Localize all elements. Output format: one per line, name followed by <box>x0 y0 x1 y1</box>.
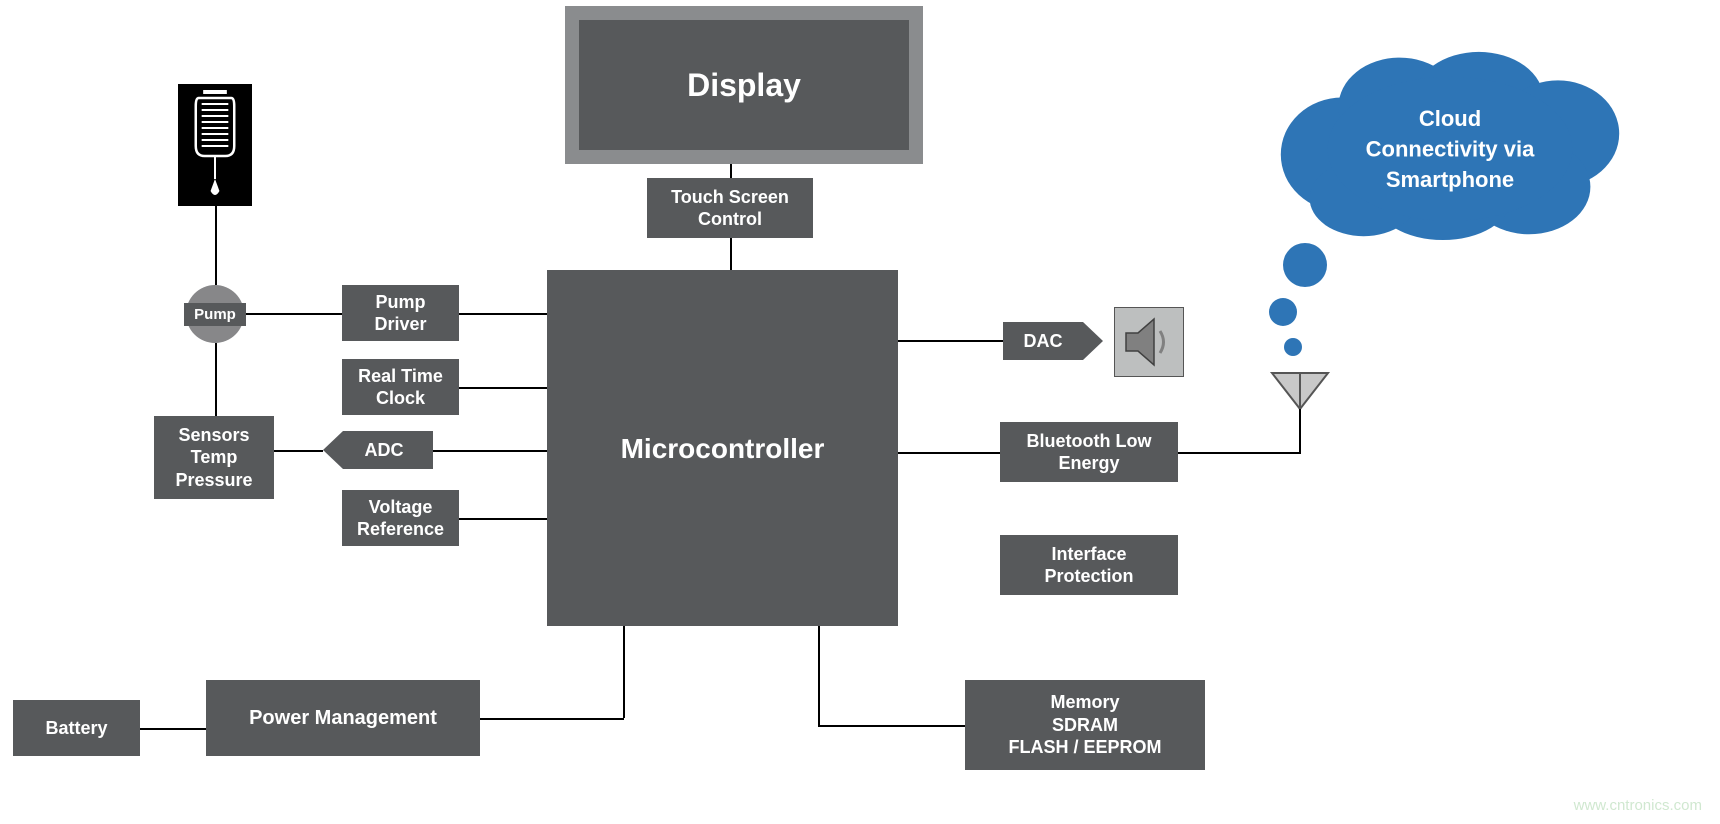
pump-driver-label-line-1: Driver <box>374 313 426 336</box>
memory-label-line-2: FLASH / EEPROM <box>1008 736 1161 759</box>
vref-label-line-1: Reference <box>357 518 444 541</box>
battery-block: Battery <box>13 700 140 756</box>
display-label: Display <box>687 65 801 105</box>
iv-bag-icon <box>178 84 252 211</box>
edge-mcu-ble <box>898 452 1000 454</box>
edge-pump-pump_driver <box>244 313 342 315</box>
pump-driver-block: PumpDriver <box>342 285 459 341</box>
edge-power_mgmt-mcu_h <box>480 718 624 720</box>
sensors-label-line-2: Pressure <box>175 469 252 492</box>
display-block: Display <box>579 20 909 150</box>
svg-text:Smartphone: Smartphone <box>1386 167 1514 192</box>
vref-label-line-0: Voltage <box>369 496 433 519</box>
edge-vref-mcu <box>459 518 547 520</box>
bluetooth-block: Bluetooth LowEnergy <box>1000 422 1178 482</box>
svg-text:Cloud: Cloud <box>1419 106 1481 131</box>
edge-pump_driver-mcu <box>459 313 547 315</box>
pump-driver-label-line-0: Pump <box>375 291 425 314</box>
speaker-icon <box>1114 307 1184 382</box>
touch-label-line-0: Touch Screen <box>671 186 789 209</box>
memory-block: MemorySDRAMFLASH / EEPROM <box>965 680 1205 770</box>
adc-block: ADC <box>323 431 435 474</box>
cloud-bubble-2 <box>1269 298 1297 326</box>
rtc-block: Real TimeClock <box>342 359 459 415</box>
sensors-block: SensorsTempPressure <box>154 416 274 499</box>
rtc-label-line-1: Clock <box>376 387 425 410</box>
svg-text:ADC: ADC <box>365 440 404 460</box>
touch-label-line-1: Control <box>698 208 762 231</box>
microcontroller-block: Microcontroller <box>547 270 898 626</box>
touch-screen-block: Touch ScreenControl <box>647 178 813 238</box>
edge-mcu-memory_h <box>818 725 965 727</box>
edge-pump-iv_bag <box>215 206 217 285</box>
edge-mcu-dac <box>898 340 1003 342</box>
svg-text:Connectivity via: Connectivity via <box>1366 136 1535 161</box>
power-mgmt-label-line-0: Power Management <box>249 706 437 731</box>
voltage-reference-block: VoltageReference <box>342 490 459 546</box>
interface-protection-block: InterfaceProtection <box>1000 535 1178 595</box>
edge-touch-mcu <box>730 238 732 270</box>
edge-pump-sensors <box>215 343 217 416</box>
power-management-block: Power Management <box>206 680 480 756</box>
dac-block: DAC <box>1003 322 1105 365</box>
mcu-label: Microcontroller <box>621 431 825 466</box>
edge-adc-mcu <box>433 450 547 452</box>
pump-label: Pump <box>184 303 246 326</box>
sensors-label-line-0: Sensors <box>178 424 249 447</box>
cloud-shape: Cloud Connectivity via Smartphone <box>1270 50 1630 245</box>
edge-power_mgmt-mcu_v <box>623 626 625 718</box>
ble-label-line-0: Bluetooth Low <box>1027 430 1152 453</box>
edge-battery-power_mgmt <box>140 728 206 730</box>
cloud-bubble-3 <box>1284 338 1302 356</box>
edge-sensors-adc <box>274 450 323 452</box>
rtc-label-line-0: Real Time <box>358 365 443 388</box>
battery-label-line-0: Battery <box>45 717 107 740</box>
ble-label-line-1: Energy <box>1058 452 1119 475</box>
watermark-text: www.cntronics.com <box>1574 797 1702 814</box>
sensors-label-line-1: Temp <box>191 446 238 469</box>
iface-label-line-0: Interface <box>1051 543 1126 566</box>
iface-label-line-1: Protection <box>1044 565 1133 588</box>
pump-circle: Pump <box>186 285 244 343</box>
memory-label-line-0: Memory <box>1050 691 1119 714</box>
edge-mcu-memory_v <box>818 626 820 725</box>
cloud-bubble-1 <box>1283 243 1327 287</box>
antenna-icon <box>1272 373 1328 458</box>
svg-text:DAC: DAC <box>1024 331 1063 351</box>
memory-label-line-1: SDRAM <box>1052 714 1118 737</box>
edge-rtc-mcu <box>459 387 547 389</box>
